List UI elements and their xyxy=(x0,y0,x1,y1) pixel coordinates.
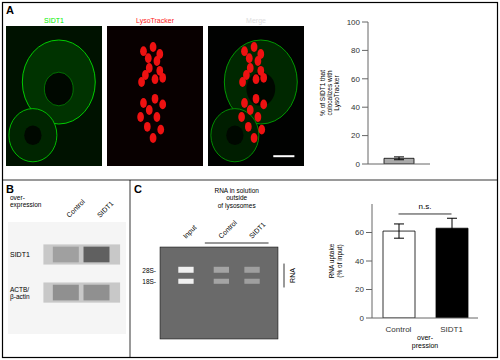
svg-text:28S-: 28S- xyxy=(142,266,156,273)
svg-text:LysoTracker: LysoTracker xyxy=(136,17,175,25)
svg-text:40: 40 xyxy=(355,257,364,266)
svg-text:RNA: RNA xyxy=(289,268,296,283)
svg-text:Control: Control xyxy=(217,218,238,239)
svg-text:% of SIDT1 thatcolocalizes wit: % of SIDT1 thatcolocalizes withLysoTrack… xyxy=(318,70,341,116)
svg-text:ACTB/β-actin: ACTB/β-actin xyxy=(10,285,30,300)
svg-text:over-pression: over-pression xyxy=(412,334,439,350)
svg-text:18S-: 18S- xyxy=(142,278,156,285)
svg-text:SIDT1: SIDT1 xyxy=(44,17,64,24)
svg-text:SIDT1: SIDT1 xyxy=(440,325,463,334)
svg-text:over-expression: over-expression xyxy=(10,194,42,209)
svg-text:n.s.: n.s. xyxy=(419,202,432,211)
svg-text:SIDT1: SIDT1 xyxy=(248,221,267,240)
svg-text:Control: Control xyxy=(386,325,412,334)
svg-text:RNA in solutionoutsideof lysos: RNA in solutionoutsideof lysosomes xyxy=(214,187,259,210)
svg-text:Merge: Merge xyxy=(246,17,266,25)
svg-text:SIDT1: SIDT1 xyxy=(10,251,30,258)
svg-text:C: C xyxy=(134,183,142,195)
svg-text:Input: Input xyxy=(182,224,199,241)
svg-text:RNA uptake(% of input): RNA uptake(% of input) xyxy=(328,243,343,278)
svg-text:A: A xyxy=(8,4,14,16)
svg-text:20: 20 xyxy=(355,285,364,294)
svg-text:100: 100 xyxy=(347,18,361,27)
svg-text:80: 80 xyxy=(351,46,360,55)
svg-text:0: 0 xyxy=(356,160,361,169)
svg-text:40: 40 xyxy=(351,103,360,112)
svg-text:60: 60 xyxy=(351,75,360,84)
svg-text:60: 60 xyxy=(355,228,364,237)
svg-text:SIDT1: SIDT1 xyxy=(96,200,115,219)
svg-text:Control: Control xyxy=(65,197,86,218)
svg-text:20: 20 xyxy=(351,131,360,140)
svg-text:0: 0 xyxy=(360,314,365,323)
